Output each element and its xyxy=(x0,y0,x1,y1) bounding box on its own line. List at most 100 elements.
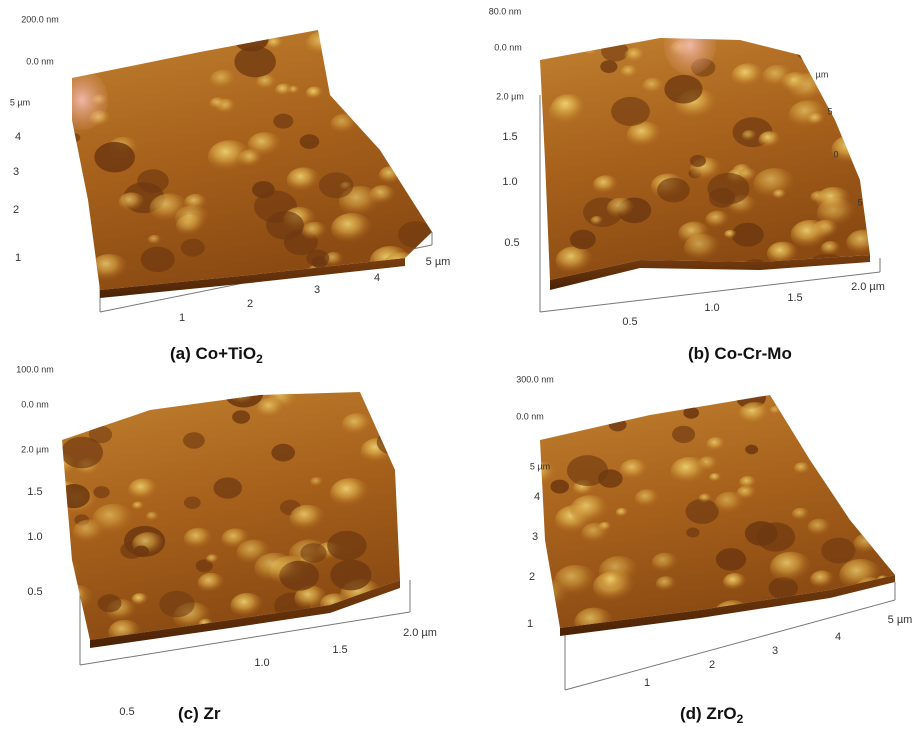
grain xyxy=(664,75,702,104)
grain xyxy=(839,101,870,124)
y-axis-label: 5 µm xyxy=(530,461,550,471)
grain xyxy=(83,412,96,422)
grain xyxy=(43,559,81,587)
y-axis-label: 1.5 xyxy=(27,486,42,498)
back-axis-label: µm xyxy=(816,69,829,79)
grain xyxy=(342,46,384,77)
grain xyxy=(306,86,324,100)
grain xyxy=(370,32,405,59)
grain xyxy=(73,519,106,544)
grain xyxy=(330,478,370,508)
grain xyxy=(113,381,147,406)
grain xyxy=(652,553,679,573)
peak xyxy=(664,15,716,75)
grain xyxy=(616,508,629,518)
grain xyxy=(310,477,324,487)
grain xyxy=(794,462,811,475)
x-axis-label: 1 xyxy=(644,677,650,689)
grain xyxy=(709,188,735,208)
grain xyxy=(306,250,329,267)
grain xyxy=(137,169,169,193)
x-axis-label: 2.0 µm xyxy=(851,281,885,293)
x-axis-label: 1.5 xyxy=(787,292,802,304)
grain xyxy=(377,430,410,455)
grain xyxy=(742,130,757,141)
grain xyxy=(807,519,831,537)
grain xyxy=(850,491,876,510)
grain xyxy=(635,489,661,508)
grain xyxy=(148,235,162,245)
grain xyxy=(611,97,650,126)
grain xyxy=(184,496,201,509)
grain xyxy=(836,42,873,69)
grain xyxy=(327,531,367,561)
grain xyxy=(379,166,404,185)
grain xyxy=(706,437,726,452)
grain xyxy=(581,523,610,545)
grain xyxy=(620,65,639,79)
z-axis-label: 0.0 nm xyxy=(26,56,54,66)
grain xyxy=(256,75,278,91)
grain xyxy=(184,528,213,550)
afm-panel: 100.0 nm0.0 nm2.0 µm1.51.00.50.51.01.52.… xyxy=(16,364,437,723)
y-axis-label: 2.0 µm xyxy=(496,91,524,101)
grain xyxy=(732,63,766,88)
grain xyxy=(806,422,849,455)
grain xyxy=(871,423,915,456)
grain xyxy=(206,554,219,564)
grain xyxy=(795,34,832,62)
x-axis-label: 2.0 µm xyxy=(403,627,437,639)
grain xyxy=(601,41,628,62)
grain xyxy=(745,521,778,546)
grain xyxy=(232,410,250,423)
y-axis-label: 4 xyxy=(534,491,540,503)
grain xyxy=(300,134,320,149)
grain xyxy=(671,457,709,486)
grain xyxy=(625,47,647,64)
grain xyxy=(762,65,794,89)
grain xyxy=(600,60,617,73)
grain xyxy=(866,405,909,437)
z-axis-label: 0.0 nm xyxy=(516,411,544,421)
grain xyxy=(266,37,285,51)
grain xyxy=(724,230,737,240)
grain xyxy=(758,131,781,148)
caption-text: (c) Zr xyxy=(178,704,221,723)
grain xyxy=(287,167,321,193)
grain xyxy=(672,426,695,443)
grain xyxy=(716,548,746,571)
grain xyxy=(815,405,847,429)
grain xyxy=(198,573,225,594)
grain xyxy=(290,505,326,532)
back-axis-label: 5 xyxy=(857,197,862,207)
grain xyxy=(705,211,729,229)
x-axis-label: 1.0 xyxy=(704,302,719,314)
z-axis-label: 100.0 nm xyxy=(16,364,54,374)
grain xyxy=(134,546,149,557)
grain xyxy=(683,407,699,419)
grain xyxy=(234,46,276,77)
y-axis-label: 1 xyxy=(15,252,21,264)
grain xyxy=(398,221,434,248)
grain xyxy=(330,560,371,591)
grain xyxy=(779,380,819,410)
grain xyxy=(214,477,242,498)
grain xyxy=(715,492,746,515)
back-axis-label: 5 xyxy=(827,106,832,116)
y-axis-label: 1.0 xyxy=(502,176,517,188)
grain xyxy=(690,155,706,167)
z-axis-label: 0.0 nm xyxy=(21,399,49,409)
panel-caption: (d) ZrO2 xyxy=(680,704,744,726)
grain xyxy=(89,426,112,443)
x-axis-label: 4 xyxy=(374,272,380,284)
grain xyxy=(115,41,140,60)
grain xyxy=(739,402,771,426)
z-axis-label: 200.0 nm xyxy=(21,14,59,24)
grain xyxy=(846,230,881,256)
x-axis-label: 1.0 xyxy=(254,657,269,669)
grain xyxy=(840,414,869,436)
grain xyxy=(821,538,855,564)
grain xyxy=(570,495,610,525)
y-axis-label: 5 µm xyxy=(10,97,30,107)
